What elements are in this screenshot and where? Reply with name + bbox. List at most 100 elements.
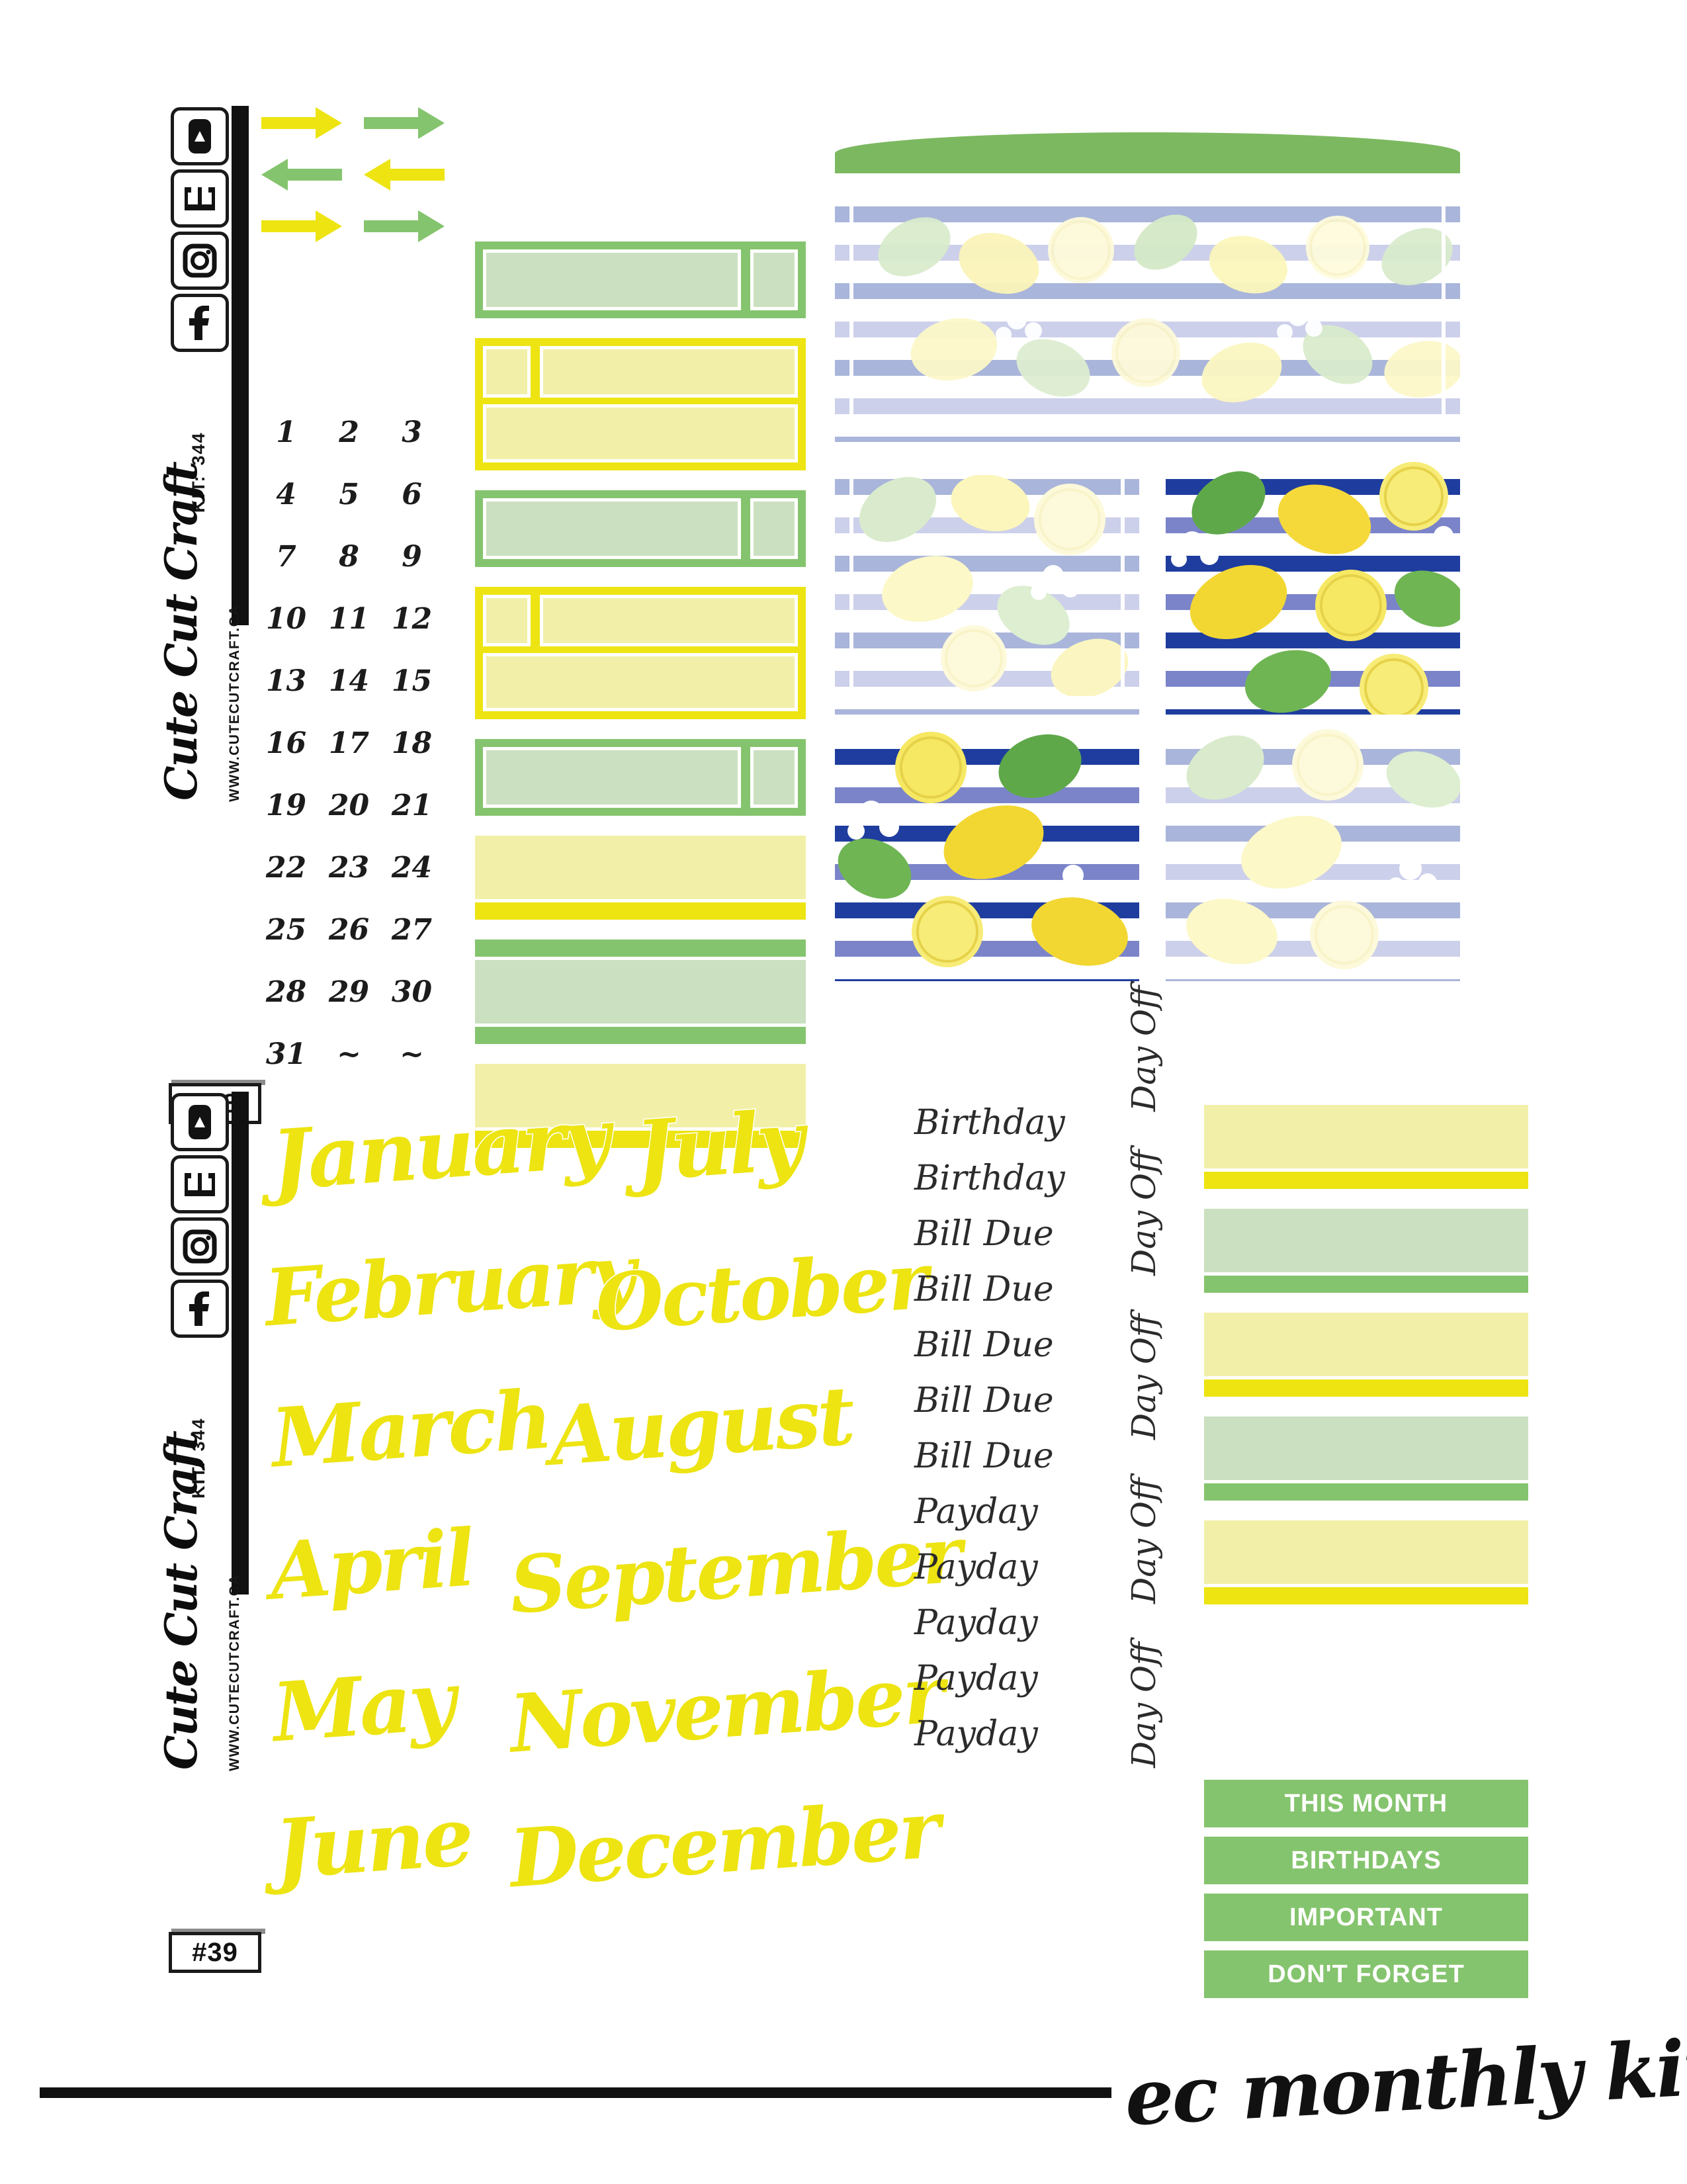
note-bar-yellow-2[interactable]: [475, 1064, 806, 1148]
write-field[interactable]: [483, 653, 798, 711]
date-sticker[interactable]: 31: [265, 1037, 307, 1071]
arrow-right-green-1[interactable]: [364, 106, 445, 140]
month-sticker-april[interactable]: April: [266, 1510, 476, 1618]
month-sticker-may[interactable]: May: [269, 1651, 457, 1761]
date-sticker[interactable]: 8: [339, 540, 359, 574]
lemon-panel-top-left[interactable]: [835, 457, 1139, 715]
date-sticker[interactable]: 29: [328, 975, 370, 1009]
write-field[interactable]: [483, 498, 741, 559]
checklist-box-yellow-1[interactable]: [475, 338, 806, 470]
checkbox[interactable]: [750, 249, 798, 310]
date-sticker[interactable]: 21: [391, 789, 433, 822]
date-sticker[interactable]: 30: [391, 975, 433, 1009]
day-off-sticker[interactable]: Day Off: [1125, 1477, 1163, 1604]
write-field[interactable]: [483, 249, 741, 310]
date-sticker[interactable]: 1: [276, 415, 296, 449]
date-sticker[interactable]: 17: [328, 726, 370, 760]
event-sticker[interactable]: Payday: [914, 1548, 1038, 1587]
write-field[interactable]: [540, 595, 798, 646]
tiktok-icon[interactable]: [171, 1093, 229, 1151]
event-sticker[interactable]: Payday: [914, 1603, 1038, 1643]
checkbox[interactable]: [750, 498, 798, 559]
event-sticker[interactable]: Birthday: [914, 1158, 1065, 1198]
date-sticker[interactable]: 16: [265, 726, 307, 760]
lemon-panel-top-right[interactable]: [1166, 457, 1460, 715]
date-sticker[interactable]: 28: [265, 975, 307, 1009]
checklist-box-yellow-2[interactable]: [475, 587, 806, 719]
arrow-right-green-2[interactable]: [364, 209, 445, 243]
date-sticker[interactable]: 6: [402, 478, 422, 511]
facebook-icon[interactable]: [171, 1280, 229, 1338]
event-sticker[interactable]: Payday: [914, 1714, 1038, 1754]
day-off-sticker[interactable]: Day Off: [1125, 1641, 1163, 1768]
date-sticker[interactable]: 10: [265, 602, 307, 636]
arrow-left-yellow-1[interactable]: [364, 157, 445, 192]
date-sticker[interactable]: 11: [328, 602, 370, 636]
note-bar-yellow-1[interactable]: [1204, 1105, 1528, 1189]
facebook-icon[interactable]: [171, 294, 229, 352]
day-off-sticker[interactable]: Day Off: [1125, 1149, 1163, 1276]
month-sticker-february[interactable]: February: [261, 1225, 637, 1345]
note-bar-yellow-3[interactable]: [1204, 1520, 1528, 1604]
checklist-box-green-1[interactable]: [475, 241, 806, 318]
event-sticker[interactable]: Payday: [914, 1492, 1038, 1532]
arrow-right-yellow-2[interactable]: [261, 209, 342, 243]
month-sticker-january[interactable]: January: [267, 1089, 612, 1210]
date-sticker[interactable]: 9: [402, 540, 422, 574]
note-bar-green-1[interactable]: [1204, 1209, 1528, 1293]
write-field[interactable]: [483, 747, 741, 808]
date-sticker[interactable]: 14: [328, 664, 370, 698]
date-sticker[interactable]: 25: [265, 913, 307, 947]
month-sticker-december[interactable]: December: [505, 1782, 942, 1907]
month-sticker-july[interactable]: July: [631, 1092, 806, 1201]
date-sticker[interactable]: 23: [328, 851, 370, 885]
month-sticker-september[interactable]: September: [505, 1507, 963, 1632]
date-sticker[interactable]: 27: [391, 913, 433, 947]
month-sticker-june[interactable]: June: [271, 1787, 475, 1898]
checkbox[interactable]: [483, 595, 531, 646]
event-sticker[interactable]: Bill Due: [914, 1270, 1054, 1309]
date-sticker[interactable]: 7: [276, 540, 296, 574]
date-sticker[interactable]: 15: [391, 664, 433, 698]
etsy-icon[interactable]: [171, 169, 229, 228]
date-sticker[interactable]: 3: [402, 415, 422, 449]
event-sticker[interactable]: Bill Due: [914, 1381, 1054, 1420]
date-sticker[interactable]: 18: [391, 726, 433, 760]
banner-birthdays[interactable]: BIRTHDAYS: [1204, 1837, 1528, 1884]
instagram-icon[interactable]: [171, 1217, 229, 1276]
month-sticker-november[interactable]: November: [505, 1647, 945, 1772]
month-sticker-march[interactable]: March: [267, 1370, 554, 1487]
lemon-panel-bottom-right[interactable]: [1166, 726, 1460, 981]
banner-important[interactable]: IMPORTANT: [1204, 1894, 1528, 1941]
write-field[interactable]: [540, 346, 798, 398]
event-sticker[interactable]: Payday: [914, 1659, 1038, 1698]
date-sticker[interactable]: 13: [265, 664, 307, 698]
date-sticker[interactable]: ~: [337, 1037, 361, 1071]
event-sticker[interactable]: Bill Due: [914, 1214, 1054, 1254]
write-field[interactable]: [483, 404, 798, 462]
arrow-right-yellow-1[interactable]: [261, 106, 342, 140]
lemon-panel-bottom-left[interactable]: [835, 726, 1139, 981]
lemon-panel-header[interactable]: [835, 184, 1460, 442]
date-sticker[interactable]: 12: [391, 602, 433, 636]
date-sticker[interactable]: 19: [265, 789, 307, 822]
note-bar-yellow-1[interactable]: [475, 836, 806, 920]
banner-dont-forget[interactable]: DON'T FORGET: [1204, 1950, 1528, 1998]
arrow-left-green-1[interactable]: [261, 157, 342, 192]
etsy-icon[interactable]: [171, 1155, 229, 1213]
day-off-sticker[interactable]: Day Off: [1125, 985, 1163, 1112]
date-sticker[interactable]: 2: [339, 415, 359, 449]
tiktok-icon[interactable]: [171, 107, 229, 165]
event-sticker[interactable]: Bill Due: [914, 1436, 1054, 1476]
month-sticker-august[interactable]: August: [545, 1367, 856, 1485]
date-sticker[interactable]: 22: [265, 851, 307, 885]
date-sticker[interactable]: 4: [276, 478, 296, 511]
checkbox[interactable]: [483, 346, 531, 398]
date-sticker[interactable]: 26: [328, 913, 370, 947]
event-sticker[interactable]: Bill Due: [914, 1325, 1054, 1365]
checklist-box-green-2[interactable]: [475, 490, 806, 567]
month-sticker-october[interactable]: October: [591, 1233, 930, 1350]
day-off-sticker[interactable]: Day Off: [1125, 1313, 1163, 1440]
checklist-box-green-3[interactable]: [475, 739, 806, 816]
instagram-icon[interactable]: [171, 232, 229, 290]
